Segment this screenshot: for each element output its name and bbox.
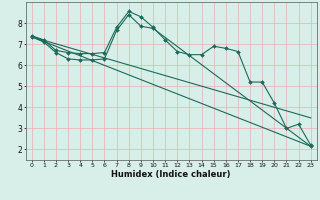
X-axis label: Humidex (Indice chaleur): Humidex (Indice chaleur) [111, 170, 231, 179]
